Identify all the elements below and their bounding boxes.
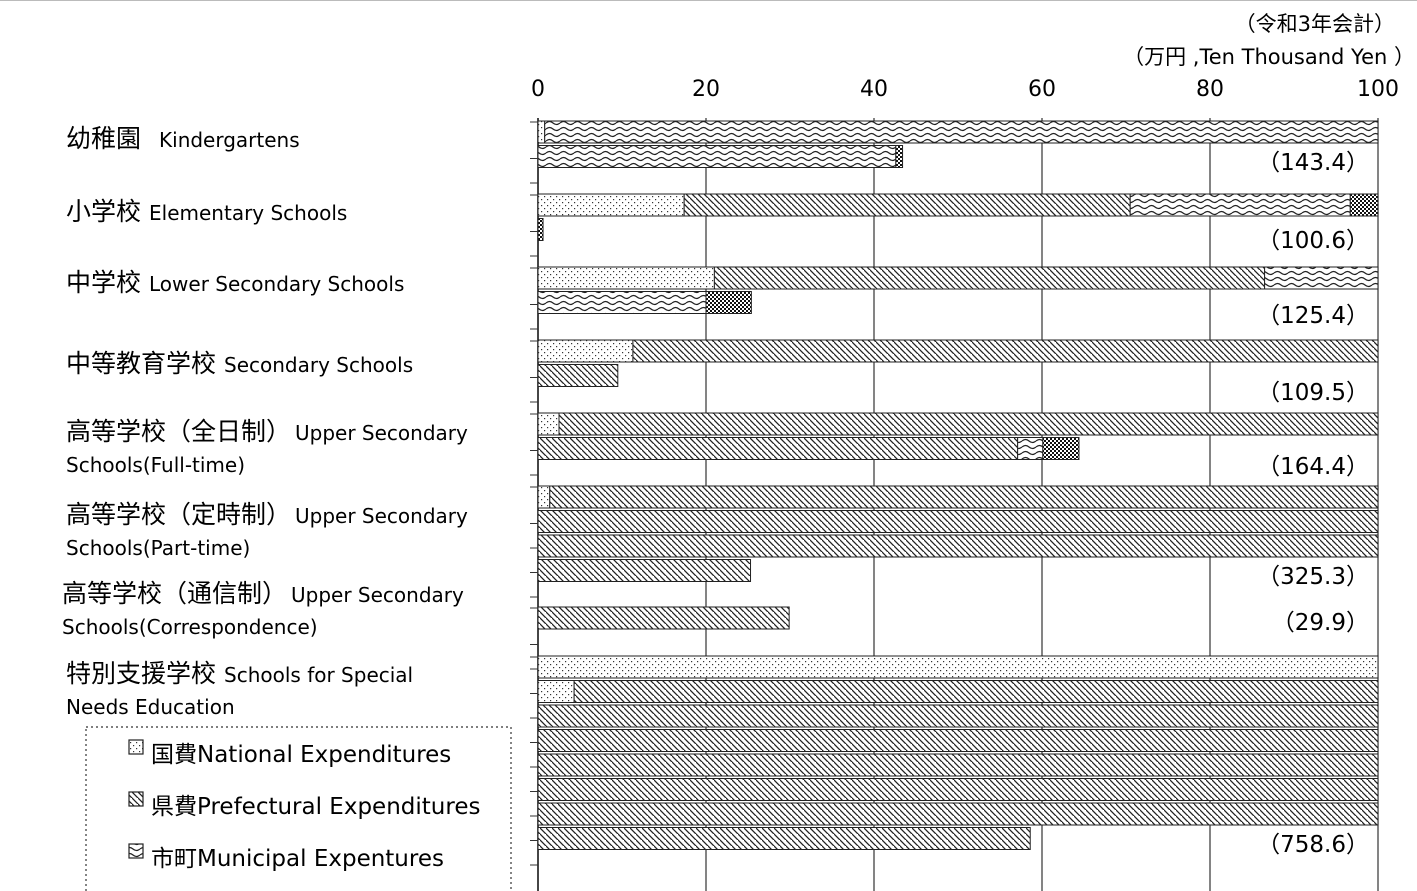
x-tick-label: 40: [860, 77, 888, 102]
category-label: 高等学校（定時制） Upper Secondary: [66, 500, 468, 529]
legend-swatch-national: [128, 739, 144, 755]
bar-segment-national: [537, 485, 551, 509]
bar-segment-municipal: [1264, 266, 1379, 290]
bar-segment-national: [537, 412, 560, 436]
total-label: （100.6）: [1257, 228, 1369, 254]
category-label: 幼稚園 Kindergartens: [66, 124, 300, 153]
legend-label-prefectural: 県費Prefectural Expenditures: [151, 794, 480, 820]
legend-swatch-municipal: [128, 843, 144, 859]
category-label: 中学校 Lower Secondary Schools: [66, 268, 404, 297]
category-label-line2: Schools(Part-time): [66, 536, 250, 560]
bar-segment-other: [1042, 437, 1080, 460]
x-tick-label: 100: [1357, 77, 1399, 102]
bar-segment-municipal: [537, 291, 707, 314]
category-label: 特別支援学校 Schools for Special: [66, 659, 413, 688]
category-label-line2: Schools(Full-time): [66, 453, 245, 477]
bar-segment-prefectural: [537, 729, 1379, 752]
category-label-line2: Schools(Correspondence): [62, 615, 318, 639]
bar-segment-prefectural: [632, 339, 1379, 363]
x-tick-label: 20: [692, 77, 720, 102]
total-label: （164.4）: [1257, 454, 1369, 480]
total-label: （109.5）: [1257, 380, 1369, 406]
bar-segment-prefectural: [537, 437, 1019, 460]
bar-segment-prefectural: [537, 827, 1031, 850]
legend-label-national: 国費National Expenditures: [151, 742, 451, 768]
total-label: （143.4）: [1257, 150, 1369, 176]
bar-segment-prefectural: [573, 680, 1379, 703]
bar-segment-prefectural: [537, 364, 619, 387]
bar-segment-municipal: [1017, 437, 1044, 460]
category-label-line2: Needs Education: [66, 695, 235, 719]
bar-segment-prefectural: [558, 412, 1379, 436]
bar-segment-other: [705, 291, 752, 314]
bar-segment-prefectural: [549, 485, 1379, 509]
unit-line-2: （万円 ,Ten Thousand Yen ）: [1123, 45, 1415, 69]
bar-segment-national: [537, 655, 1379, 679]
total-labels: （143.4） （100.6） （125.4） （109.5） （164.4） （325.…: [1257, 150, 1369, 858]
category-label: 小学校 Elementary Schools: [66, 197, 347, 226]
bar-segment-prefectural: [537, 802, 1379, 826]
legend-swatch-prefectural: [128, 791, 144, 807]
bar-segment-prefectural: [537, 559, 752, 582]
total-label: （125.4）: [1257, 303, 1369, 329]
total-label: （325.3）: [1257, 564, 1369, 590]
x-tick-label: 80: [1196, 77, 1224, 102]
bar-segment-municipal: [1129, 193, 1351, 217]
x-tick-label: 60: [1028, 77, 1056, 102]
legend-label-municipal: 市町Municipal Expentures: [151, 846, 444, 872]
bar-segment-prefectural: [537, 510, 1379, 533]
bar-segment-prefectural: [713, 266, 1266, 290]
bar-segment-national: [537, 193, 685, 217]
unit-line-1: （令和3年会計）: [1235, 12, 1395, 36]
bar-segment-municipal: [544, 120, 1379, 144]
x-axis-ticks: 0 20 40 60 80 100: [531, 77, 1399, 102]
bar-segment-prefectural: [537, 606, 790, 630]
bar-segment-prefectural: [683, 193, 1131, 217]
bar-segment-prefectural: [537, 778, 1379, 801]
legend: 国費National Expenditures 県費Prefectural Exp…: [85, 726, 512, 891]
category-labels: 幼稚園 Kindergartens 小学校 Elementary Schools 中学校…: [62, 124, 468, 719]
bar-segment-other: [895, 145, 904, 168]
bar-segment-prefectural: [537, 534, 1379, 558]
x-tick-label: 0: [531, 77, 545, 102]
bar-segment-national: [537, 266, 715, 290]
bar-segment-national: [537, 680, 575, 703]
category-label: 中等教育学校 Secondary Schools: [66, 349, 413, 378]
bars: [530, 120, 1379, 866]
total-label: （758.6）: [1257, 832, 1369, 858]
bar-segment-prefectural: [537, 753, 1379, 777]
bar-segment-municipal: [537, 145, 897, 168]
category-label: 高等学校（全日制） Upper Secondary: [66, 417, 468, 446]
legend-box: [85, 726, 512, 891]
category-label: 高等学校（通信制） Upper Secondary: [62, 579, 464, 608]
bar-segment-prefectural: [537, 704, 1379, 728]
bar-segment-other: [1349, 193, 1379, 217]
bar-segment-national: [537, 120, 546, 144]
total-label: （29.9）: [1272, 610, 1369, 636]
bar-segment-other: [537, 218, 544, 241]
bar-segment-national: [537, 339, 634, 363]
